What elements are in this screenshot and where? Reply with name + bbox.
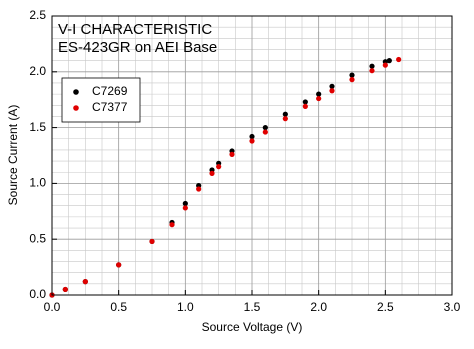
data-point: [249, 133, 255, 140]
data-point: [196, 186, 202, 192]
data-point: [169, 222, 175, 228]
data-point: [369, 68, 375, 74]
data-point: [149, 238, 155, 245]
y-axis-title: Source Current (A): [6, 105, 20, 206]
data-point: [396, 56, 402, 63]
legend-label: C7377: [92, 100, 128, 114]
data-point: [262, 125, 268, 131]
ticks: 0.0 0.5 1.0 1.5 2.0 2.5 3.0 0.0 0.5 1.0 1.5 2.0 2.5: [29, 8, 460, 314]
y-tick-label: 0.0: [29, 287, 46, 301]
x-tick-label: 0.5: [110, 300, 127, 314]
data-point: [329, 88, 335, 94]
data-point: [349, 77, 355, 83]
data-point: [349, 72, 355, 78]
chart-subtitle: ES-423GR on AEI Base: [58, 39, 217, 56]
data-point: [316, 91, 322, 97]
data-point: [282, 111, 288, 117]
data-point: [302, 99, 308, 105]
data-point: [82, 279, 88, 285]
x-tick-label: 1.0: [177, 300, 194, 314]
y-tick-label: 1.0: [29, 176, 46, 190]
x-tick-label: 1.5: [244, 300, 261, 314]
x-tick-label: 3.0: [444, 300, 461, 314]
y-tick-label: 2.0: [29, 64, 46, 78]
legend-marker: [73, 105, 79, 111]
x-axis-title: Source Voltage (V): [202, 320, 303, 334]
data-point: [229, 151, 235, 157]
data-point: [302, 103, 308, 109]
data-point: [182, 200, 188, 207]
plot-frame: [51, 15, 453, 296]
y-tick-label: 2.5: [29, 8, 46, 22]
legend-marker: [73, 89, 79, 95]
data-point: [262, 129, 268, 135]
data-point: [316, 95, 322, 102]
legend: C7269 C7377: [61, 77, 141, 123]
data-point: [386, 58, 392, 64]
data-point: [62, 286, 68, 293]
data-point: [382, 62, 388, 68]
legend-box: [61, 77, 141, 123]
y-tick-label: 1.5: [29, 120, 46, 134]
data-point: [329, 83, 335, 89]
data-point: [116, 262, 122, 268]
data-point: [216, 164, 222, 170]
data-point: [249, 138, 255, 144]
x-tick-label: 2.5: [377, 300, 394, 314]
data-point: [182, 205, 188, 211]
x-tick-label: 0.0: [44, 300, 61, 314]
data-point: [282, 116, 288, 122]
data-point: [209, 170, 215, 176]
y-tick-label: 0.5: [29, 231, 46, 245]
data-point: [369, 63, 375, 69]
x-tick-label: 2.0: [310, 300, 327, 314]
marks: [49, 56, 402, 298]
chart-title: V-I CHARACTERISTIC: [58, 21, 212, 38]
legend-label: C7269: [92, 84, 128, 98]
